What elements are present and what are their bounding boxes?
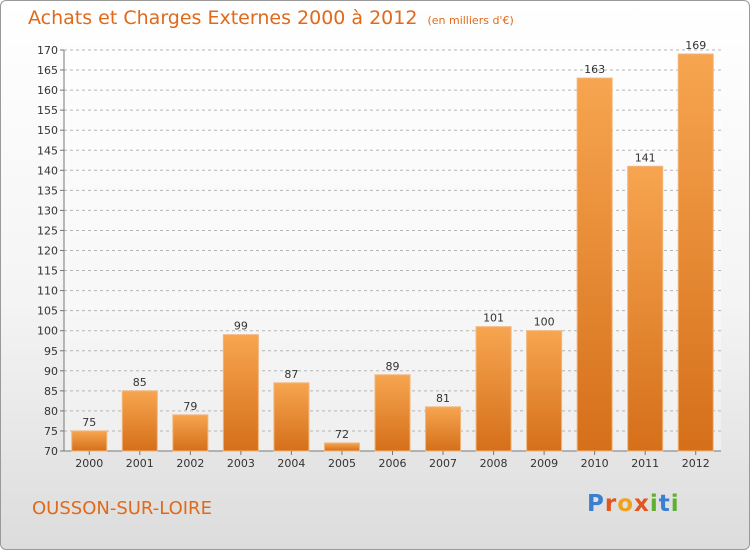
data-label: 141 xyxy=(635,151,656,164)
data-label: 87 xyxy=(284,368,298,381)
y-tick-label: 95 xyxy=(44,345,58,358)
data-label: 169 xyxy=(685,39,706,52)
y-tick-label: 100 xyxy=(37,325,58,338)
x-tick-label: 2008 xyxy=(480,457,508,470)
bar xyxy=(172,414,209,452)
y-tick-label: 130 xyxy=(37,204,58,217)
logo-letter: x xyxy=(634,491,650,517)
bar xyxy=(323,442,360,452)
y-tick-label: 80 xyxy=(44,405,58,418)
y-tick-label: 85 xyxy=(44,385,58,398)
y-tick-label: 140 xyxy=(37,164,58,177)
data-label: 79 xyxy=(183,400,197,413)
bar xyxy=(273,382,310,452)
x-tick-label: 2007 xyxy=(429,457,457,470)
bar xyxy=(526,330,563,452)
logo-letter: i xyxy=(649,491,659,517)
data-label: 81 xyxy=(436,392,450,405)
data-label: 100 xyxy=(534,316,555,329)
x-tick-label: 2003 xyxy=(227,457,255,470)
data-label: 72 xyxy=(335,428,349,441)
y-tick-label: 120 xyxy=(37,245,58,258)
bar xyxy=(475,326,512,452)
x-tick-label: 2005 xyxy=(328,457,356,470)
data-label: 101 xyxy=(483,312,504,325)
logo-letter: t xyxy=(658,491,671,517)
logo-letter: i xyxy=(670,491,680,517)
bar xyxy=(627,165,664,452)
bar xyxy=(222,334,259,452)
x-tick-label: 2000 xyxy=(75,457,103,470)
bar xyxy=(71,430,108,452)
logo-letter: r xyxy=(604,491,618,517)
logo-letter: o xyxy=(617,491,635,517)
data-label: 85 xyxy=(133,376,147,389)
y-tick-label: 135 xyxy=(37,184,58,197)
y-tick-label: 150 xyxy=(37,124,58,137)
y-tick-label: 70 xyxy=(44,445,58,458)
x-tick-label: 2011 xyxy=(631,457,659,470)
y-tick-label: 90 xyxy=(44,365,58,378)
commune-name: OUSSON-SUR-LOIRE xyxy=(32,498,212,519)
bar xyxy=(374,374,411,452)
bar xyxy=(121,390,158,452)
y-tick-label: 75 xyxy=(44,425,58,438)
x-tick-label: 2004 xyxy=(277,457,305,470)
title-text: Achats et Charges Externes 2000 à 2012 xyxy=(28,7,418,29)
logo-letter: P xyxy=(587,491,605,517)
y-tick-label: 110 xyxy=(37,285,58,298)
y-tick-label: 145 xyxy=(37,144,58,157)
x-tick-label: 2009 xyxy=(530,457,558,470)
data-label: 99 xyxy=(234,320,248,333)
y-tick-label: 165 xyxy=(37,64,58,77)
y-tick-label: 170 xyxy=(37,44,58,57)
bar xyxy=(677,53,714,452)
data-label: 163 xyxy=(584,63,605,76)
x-tick-label: 2012 xyxy=(682,457,710,470)
y-tick-label: 160 xyxy=(37,84,58,97)
y-tick-label: 125 xyxy=(37,224,58,237)
unit-label: (en milliers d'€) xyxy=(427,14,514,27)
x-tick-label: 2001 xyxy=(126,457,154,470)
y-tick-label: 155 xyxy=(37,104,58,117)
y-tick-label: 115 xyxy=(37,265,58,278)
proxiti-logo: Proxiti xyxy=(587,491,680,517)
x-tick-label: 2010 xyxy=(581,457,609,470)
x-tick-label: 2002 xyxy=(176,457,204,470)
data-label: 89 xyxy=(386,360,400,373)
bar xyxy=(425,406,462,452)
data-label: 75 xyxy=(82,416,96,429)
chart-title: Achats et Charges Externes 2000 à 2012 (e… xyxy=(28,7,514,29)
y-tick-label: 105 xyxy=(37,305,58,318)
bar xyxy=(576,77,613,452)
x-tick-label: 2006 xyxy=(379,457,407,470)
